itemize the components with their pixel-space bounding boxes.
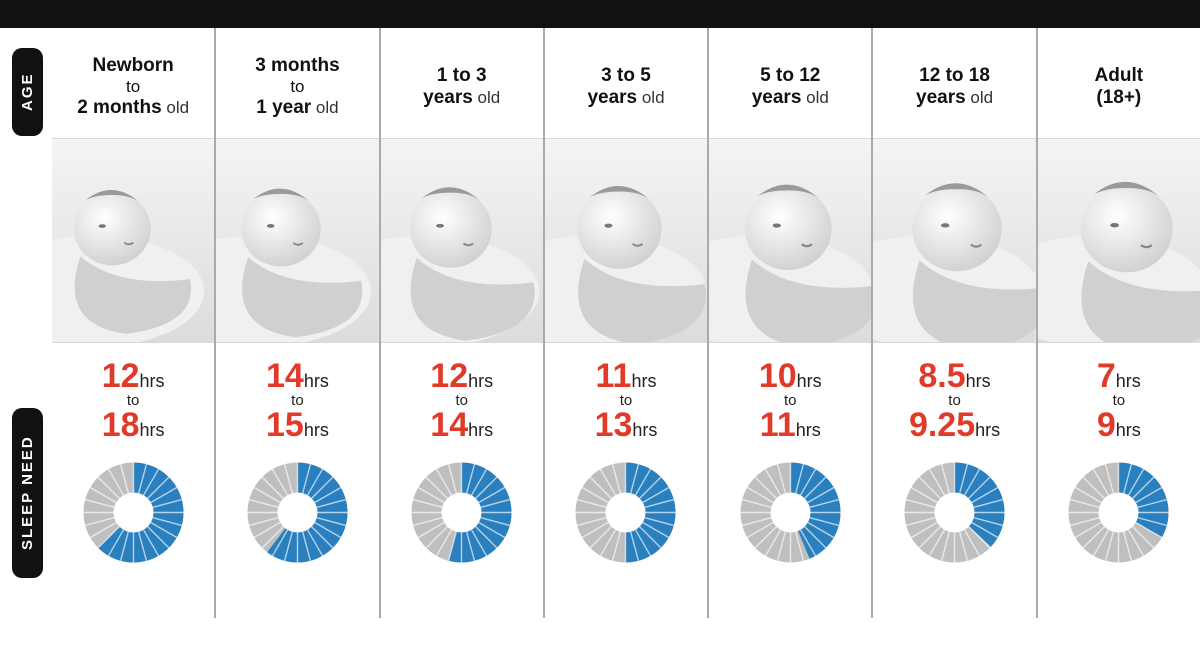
sleep-need-block: 7hrs to 9hrs bbox=[1097, 343, 1141, 448]
sleep-need-block: 12hrs to 14hrs bbox=[430, 343, 493, 448]
age-line2: years old bbox=[423, 87, 500, 109]
column: Newbornto2 months old 12hrs to bbox=[52, 28, 216, 618]
sleep-donut bbox=[545, 448, 707, 565]
sleeper-photo bbox=[873, 138, 1035, 343]
side-labels: AGE SLEEP NEED bbox=[0, 28, 52, 618]
sleep-need-block: 14hrs to 15hrs bbox=[266, 343, 329, 448]
sleep-min-line: 8.5hrs bbox=[918, 359, 990, 393]
sleep-min-line: 7hrs bbox=[1097, 359, 1141, 393]
age-block: Newbornto2 months old bbox=[73, 28, 193, 138]
column: 3 to 5years old 11hrs to bbox=[545, 28, 709, 618]
sleep-max-line: 9hrs bbox=[1097, 408, 1141, 442]
sleep-min-line: 14hrs bbox=[266, 359, 329, 393]
sleeper-photo bbox=[381, 138, 543, 343]
sleep-donut bbox=[1038, 448, 1200, 565]
top-black-bar bbox=[0, 0, 1200, 28]
sleep-max-line: 9.25hrs bbox=[909, 408, 1000, 442]
sleep-max-line: 15hrs bbox=[266, 408, 329, 442]
sleep-min-line: 11hrs bbox=[596, 359, 657, 393]
age-line1: 12 to 18 bbox=[919, 65, 990, 87]
sleep-min-line: 12hrs bbox=[102, 359, 165, 393]
age-line2: (18+) bbox=[1096, 87, 1141, 109]
age-to: to bbox=[126, 77, 140, 97]
sleep-max-line: 14hrs bbox=[430, 408, 493, 442]
age-line1: Newborn bbox=[93, 55, 174, 77]
age-line1: Adult bbox=[1095, 65, 1144, 87]
age-line1: 3 months bbox=[255, 55, 339, 77]
sleeper-photo bbox=[216, 138, 378, 343]
sleeper-photo bbox=[709, 138, 871, 343]
sleep-donut bbox=[873, 448, 1035, 565]
sleep-min-line: 12hrs bbox=[430, 359, 493, 393]
column: 5 to 12years old 10hrs to bbox=[709, 28, 873, 618]
columns: Newbornto2 months old 12hrs to bbox=[52, 28, 1200, 618]
infographic-container: AGE SLEEP NEED Newbornto2 months old bbox=[0, 28, 1200, 618]
sleeper-photo bbox=[52, 138, 214, 343]
sleep-need-block: 12hrs to 18hrs bbox=[102, 343, 165, 448]
column: 12 to 18years old 8.5hrs to bbox=[873, 28, 1037, 618]
column: 3 monthsto1 year old 14hrs to bbox=[216, 28, 380, 618]
sleep-donut bbox=[381, 448, 543, 565]
age-to: to bbox=[290, 77, 304, 97]
age-line1: 3 to 5 bbox=[601, 65, 651, 87]
age-block: 5 to 12years old bbox=[748, 28, 833, 138]
column: Adult(18+) 7hrs to bbox=[1038, 28, 1200, 618]
sleep-max-line: 13hrs bbox=[595, 408, 658, 442]
age-block: 12 to 18years old bbox=[912, 28, 997, 138]
side-tab-sleep: SLEEP NEED bbox=[12, 408, 43, 578]
age-line2: 1 year old bbox=[256, 97, 338, 119]
age-block: 3 to 5years old bbox=[583, 28, 668, 138]
sleep-need-block: 11hrs to 13hrs bbox=[595, 343, 658, 448]
sleeper-photo bbox=[545, 138, 707, 343]
age-line2: years old bbox=[916, 87, 993, 109]
sleep-max-line: 18hrs bbox=[102, 408, 165, 442]
sleep-max-line: 11hrs bbox=[760, 408, 821, 442]
age-line2: 2 months old bbox=[77, 97, 189, 119]
side-tab-age: AGE bbox=[12, 48, 43, 136]
age-line1: 5 to 12 bbox=[760, 65, 820, 87]
sleep-need-block: 8.5hrs to 9.25hrs bbox=[909, 343, 1000, 448]
column: 1 to 3years old 12hrs to bbox=[381, 28, 545, 618]
sleeper-photo bbox=[1038, 138, 1200, 343]
age-line2: years old bbox=[587, 87, 664, 109]
sleep-donut bbox=[216, 448, 378, 565]
sleep-min-line: 10hrs bbox=[759, 359, 822, 393]
age-block: 3 monthsto1 year old bbox=[251, 28, 343, 138]
sleep-need-block: 10hrs to 11hrs bbox=[759, 343, 822, 448]
age-line2: years old bbox=[752, 87, 829, 109]
age-block: 1 to 3years old bbox=[419, 28, 504, 138]
age-line1: 1 to 3 bbox=[437, 65, 487, 87]
sleep-donut bbox=[52, 448, 214, 565]
age-block: Adult(18+) bbox=[1091, 28, 1148, 138]
sleep-donut bbox=[709, 448, 871, 565]
